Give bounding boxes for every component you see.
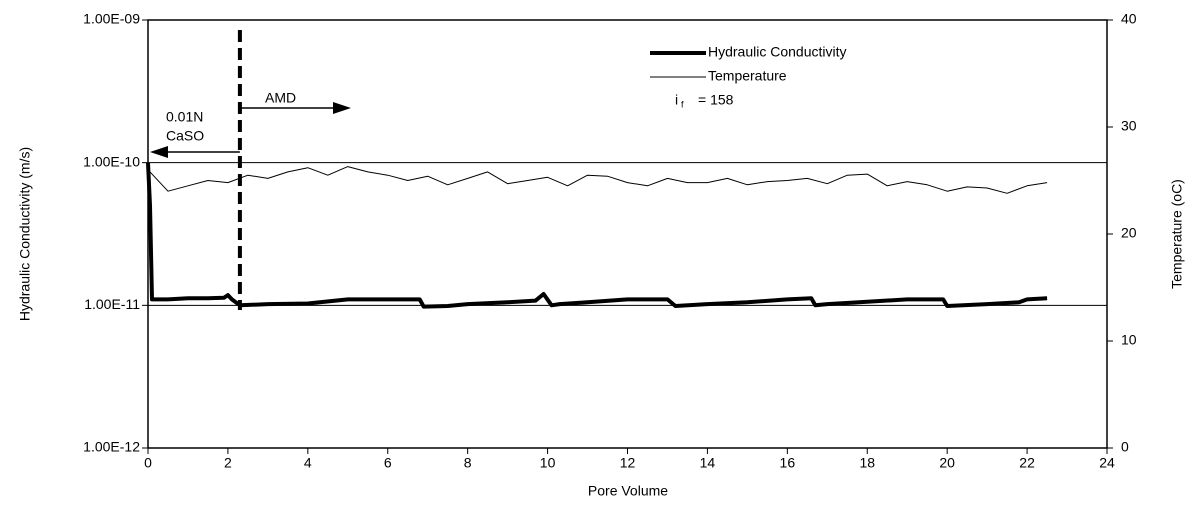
- y2-tick-label: 30: [1121, 118, 1137, 134]
- x-tick-label: 22: [1019, 455, 1035, 471]
- x-tick-label: 10: [540, 455, 556, 471]
- annotation: f: [681, 99, 684, 109]
- annotation: 0.01N: [166, 109, 203, 125]
- series-line: [147, 166, 1048, 194]
- y-axis-title: Hydraulic Conductivity (m/s): [17, 147, 33, 321]
- y-tick-label: 1.00E-11: [84, 296, 140, 312]
- x-tick-label: 2: [224, 455, 232, 471]
- legend-label: Temperature: [708, 68, 787, 84]
- y2-tick-label: 0: [1121, 439, 1129, 455]
- annotation: i: [675, 92, 678, 108]
- arrow-head: [333, 102, 351, 114]
- y2-tick-label: 40: [1121, 11, 1137, 27]
- y-tick-label: 1.00E-12: [83, 439, 140, 455]
- x-tick-label: 14: [700, 455, 716, 471]
- x-tick-label: 20: [939, 455, 955, 471]
- y2-tick-label: 20: [1121, 225, 1137, 241]
- x-tick-label: 16: [780, 455, 796, 471]
- x-axis-title: Pore Volume: [588, 483, 668, 499]
- arrow-head: [150, 146, 168, 158]
- y-tick-label: 1.00E-09: [83, 11, 140, 27]
- x-tick-label: 12: [620, 455, 636, 471]
- x-tick-label: 0: [144, 455, 152, 471]
- y2-tick-label: 10: [1121, 332, 1137, 348]
- x-tick-label: 24: [1099, 455, 1115, 471]
- annotation: = 158: [698, 92, 734, 108]
- legend-label: Hydraulic Conductivity: [708, 44, 847, 60]
- y2-axis-title: Temperature (oC): [1169, 179, 1185, 289]
- x-tick-label: 6: [384, 455, 392, 471]
- x-tick-label: 8: [464, 455, 472, 471]
- x-tick-label: 18: [859, 455, 875, 471]
- series-line: [146, 162, 1048, 309]
- annotation: CaSO: [166, 128, 204, 144]
- plot-frame: [147, 19, 1108, 449]
- x-tick-label: 4: [304, 455, 312, 471]
- annotation: AMD: [265, 90, 296, 106]
- y-tick-label: 1.00E-10: [83, 153, 140, 169]
